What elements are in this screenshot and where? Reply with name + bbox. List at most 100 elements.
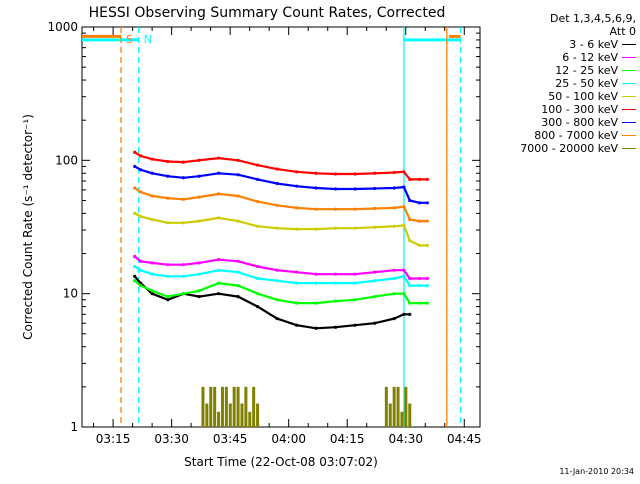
- series-point: [133, 264, 137, 269]
- series-point: [255, 200, 260, 204]
- series-point: [373, 225, 377, 229]
- series-point: [353, 281, 357, 285]
- legend-label: 50 - 100 keV: [548, 90, 618, 103]
- legend-entry: 25 - 50 keV: [486, 77, 636, 90]
- y-tick-label: 1: [70, 420, 78, 434]
- series-point: [314, 171, 318, 175]
- series-point: [353, 298, 357, 302]
- series-point: [373, 295, 377, 299]
- series-point: [392, 206, 396, 210]
- legend-entry: 3 - 6 keV: [486, 38, 636, 51]
- series-point: [295, 301, 299, 305]
- series-point: [334, 299, 338, 303]
- series-point: [408, 239, 412, 243]
- series-point: [216, 192, 221, 196]
- plot-area: [81, 26, 481, 428]
- series-point: [133, 254, 137, 259]
- series-point: [425, 243, 429, 248]
- series-point: [295, 323, 299, 327]
- series-point: [197, 272, 201, 276]
- series-point: [197, 195, 201, 199]
- series-point: [138, 283, 143, 288]
- series-point: [236, 283, 240, 288]
- series-point: [402, 268, 406, 272]
- legend-entry: 7000 - 20000 keV: [486, 142, 636, 155]
- series-point: [181, 221, 186, 225]
- series-point: [181, 292, 186, 296]
- legend-label: 300 - 800 keV: [541, 116, 618, 129]
- series-point: [138, 190, 143, 194]
- legend-swatch: [622, 122, 636, 123]
- series-point: [408, 177, 412, 181]
- series-point: [275, 268, 279, 272]
- series-point: [402, 223, 406, 228]
- series-line: [133, 275, 410, 330]
- series-point: [353, 187, 357, 191]
- series-point: [275, 203, 279, 207]
- series-point: [216, 216, 221, 220]
- legend-entry: 12 - 25 keV: [486, 64, 636, 77]
- series-point: [392, 292, 396, 296]
- series-point: [392, 276, 396, 281]
- series-point: [314, 281, 318, 285]
- series-line: [134, 187, 428, 223]
- series-point: [417, 276, 422, 281]
- legend-entry: 6 - 12 keV: [486, 51, 636, 64]
- series-point: [373, 279, 377, 283]
- series-point: [255, 304, 260, 309]
- series-point: [408, 283, 412, 288]
- series-point: [353, 226, 357, 230]
- series-point: [133, 274, 137, 278]
- legend-swatch: [622, 70, 636, 71]
- series-point: [166, 221, 170, 225]
- legend-label: 25 - 50 keV: [555, 77, 618, 90]
- series-point: [133, 279, 137, 283]
- series-point: [295, 206, 299, 210]
- legend: Det 1,3,4,5,6,9, Att 0 3 - 6 keV 6 - 12 k…: [486, 12, 636, 155]
- legend-swatch: [622, 148, 636, 149]
- series-point: [314, 301, 318, 305]
- series-point: [392, 317, 396, 321]
- series-point: [425, 177, 429, 181]
- series-point: [197, 219, 201, 223]
- series-point: [150, 194, 154, 198]
- series-point: [373, 186, 377, 191]
- legend-header-line2: Att 0: [609, 25, 636, 38]
- series-point: [150, 289, 154, 293]
- series-point: [334, 226, 338, 230]
- series-line: [134, 151, 428, 181]
- series-point: [236, 295, 240, 299]
- series-point: [334, 272, 338, 276]
- series-point: [133, 186, 137, 190]
- series-point: [255, 224, 260, 228]
- series-point: [408, 312, 412, 316]
- series-point: [166, 159, 170, 164]
- chart-title: HESSI Observing Summary Count Rates, Cor…: [89, 5, 446, 21]
- series-point: [402, 204, 406, 209]
- series-point: [216, 292, 221, 296]
- series-point: [166, 295, 170, 299]
- chart-marks: 1 10 100 1000 03:15 03:30 03:45 04:00 04:15 04:30…: [47, 20, 481, 446]
- series-point: [314, 186, 318, 190]
- series-line: [134, 265, 428, 287]
- legend-entry: 300 - 800 keV: [486, 116, 636, 129]
- y-tick-label: 1000: [47, 20, 78, 34]
- series-point: [334, 187, 338, 191]
- series-point: [197, 289, 201, 293]
- series-point: [275, 298, 279, 302]
- series-point: [408, 217, 412, 222]
- legend-swatch: [622, 135, 636, 136]
- series-point: [314, 227, 318, 231]
- series-point: [166, 263, 170, 267]
- series-point: [181, 160, 186, 164]
- series-point: [314, 326, 318, 330]
- legend-swatch: [622, 57, 636, 58]
- series-point: [150, 292, 154, 296]
- series-point: [181, 263, 186, 267]
- legend-swatch: [622, 109, 636, 110]
- legend-label: 3 - 6 keV: [569, 38, 618, 51]
- series-point: [408, 301, 412, 305]
- marker-label: S: [126, 33, 133, 46]
- legend-label: 7000 - 20000 keV: [520, 142, 618, 155]
- legend-swatch: [622, 96, 636, 97]
